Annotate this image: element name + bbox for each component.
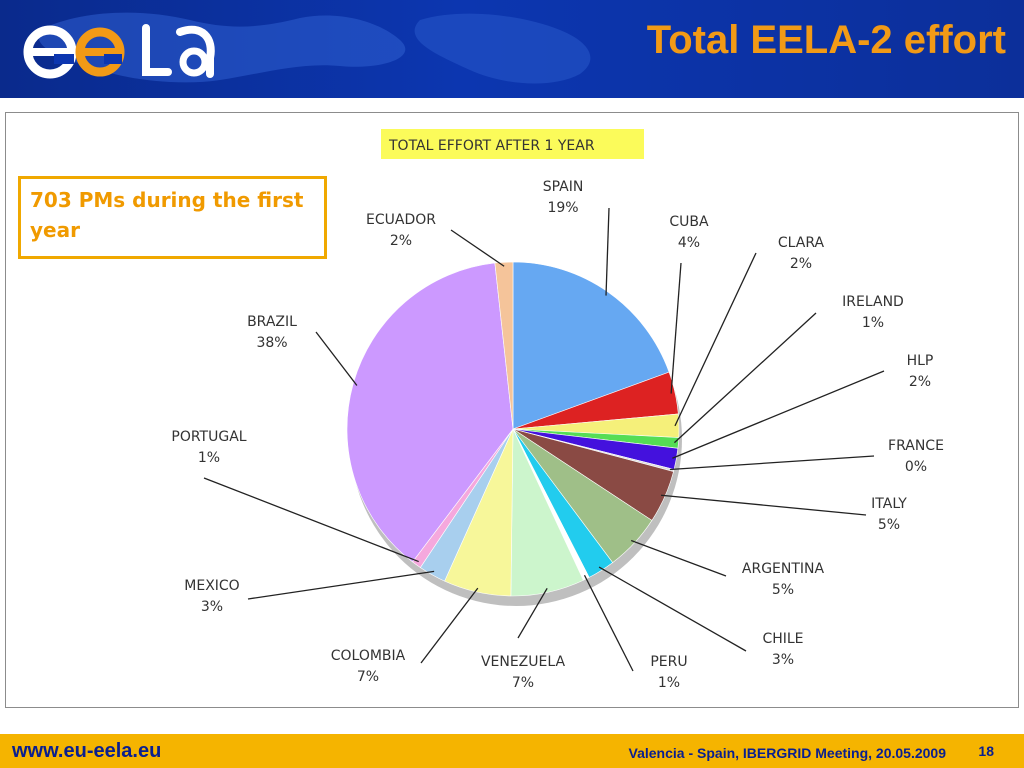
slice-label-peru: PERU <box>650 654 687 670</box>
slice-percent-ecuador: 2% <box>390 233 412 249</box>
leader-line-clara <box>674 252 757 427</box>
leader-line-cuba <box>670 262 682 394</box>
slice-label-italy: ITALY <box>871 496 907 512</box>
slice-label-cuba: CUBA <box>669 214 709 230</box>
pie-slice-brazil <box>346 262 514 563</box>
pie-leader-lines <box>203 207 885 672</box>
slice-percent-chile: 3% <box>772 652 794 668</box>
footer-url-link[interactable]: www.eu-eela.eu <box>12 740 162 762</box>
slice-label-mexico: MEXICO <box>184 578 239 594</box>
chart-title: TOTAL EFFORT AFTER 1 YEAR <box>388 138 595 154</box>
slice-label-portugal: PORTUGAL <box>171 429 246 445</box>
pie-chart: TOTAL EFFORT AFTER 1 YEAR SPAIN 19% CUBA 4%… <box>171 129 944 691</box>
eela-logo <box>23 24 215 79</box>
leader-line-colombia <box>420 587 479 664</box>
slice-label-ecuador: ECUADOR <box>366 212 436 228</box>
slice-percent-cuba: 4% <box>678 235 700 251</box>
slice-label-spain: SPAIN <box>543 179 584 195</box>
leader-line-argentina <box>630 539 727 577</box>
note-text: 703 PMs during the first year <box>30 188 304 242</box>
slice-percent-italy: 5% <box>878 517 900 533</box>
leader-line-portugal <box>203 477 419 563</box>
slice-label-chile: CHILE <box>762 631 803 647</box>
footer-event-info: Valencia - Spain, IBERGRID Meeting, 20.0… <box>628 745 946 761</box>
leader-line-mexico <box>247 570 435 600</box>
leader-line-brazil <box>315 331 358 386</box>
slice-percent-venezuela: 7% <box>512 675 534 691</box>
world-map-graphic <box>38 12 591 84</box>
footer-bar: www.eu-eela.eu Valencia - Spain, IBERGRI… <box>0 734 1024 768</box>
slice-percent-brazil: 38% <box>256 335 287 351</box>
slice-percent-portugal: 1% <box>198 450 220 466</box>
header-banner: Total EELA-2 effort <box>0 0 1024 98</box>
slice-label-clara: CLARA <box>778 235 825 251</box>
leader-line-spain <box>605 207 610 296</box>
slice-label-ireland: IRELAND <box>842 294 904 310</box>
pie-slices <box>346 261 680 597</box>
slice-percent-hlp: 2% <box>909 374 931 390</box>
slice-label-hlp: HLP <box>907 353 934 369</box>
pie-labels: SPAIN 19% CUBA 4% CLARA 2% IRELAND 1% HLP 2% FRANC… <box>171 179 944 691</box>
leader-line-venezuela <box>517 588 548 639</box>
pie-slice-spain <box>512 261 670 430</box>
leader-line-italy <box>660 494 867 516</box>
slice-percent-ireland: 1% <box>862 315 884 331</box>
slice-percent-spain: 19% <box>547 200 578 216</box>
slice-percent-mexico: 3% <box>201 599 223 615</box>
chart-title-group: TOTAL EFFORT AFTER 1 YEAR <box>381 129 644 159</box>
slice-label-argentina: ARGENTINA <box>742 561 825 577</box>
leader-line-hlp <box>672 370 885 459</box>
slice-label-venezuela: VENEZUELA <box>481 654 566 670</box>
slide-title: Total EELA-2 effort <box>646 18 1006 62</box>
slice-label-france: FRANCE <box>888 438 944 454</box>
slice-percent-colombia: 7% <box>357 669 379 685</box>
slice-label-brazil: BRAZIL <box>247 314 297 330</box>
note-box: 703 PMs during the first year <box>18 176 327 259</box>
chart-title-highlight <box>381 129 644 159</box>
leader-line-peru <box>583 574 634 672</box>
slice-percent-argentina: 5% <box>772 582 794 598</box>
leader-line-ireland <box>673 312 817 444</box>
slice-label-colombia: COLOMBIA <box>331 648 406 664</box>
leader-line-france <box>669 455 875 471</box>
slice-percent-peru: 1% <box>658 675 680 691</box>
slice-percent-france: 0% <box>905 459 927 475</box>
leader-line-ecuador <box>450 229 505 267</box>
pie-slice-ecuador <box>494 261 514 430</box>
leader-line-chile <box>598 566 747 652</box>
slice-percent-clara: 2% <box>790 256 812 272</box>
page-number: 18 <box>978 743 994 759</box>
